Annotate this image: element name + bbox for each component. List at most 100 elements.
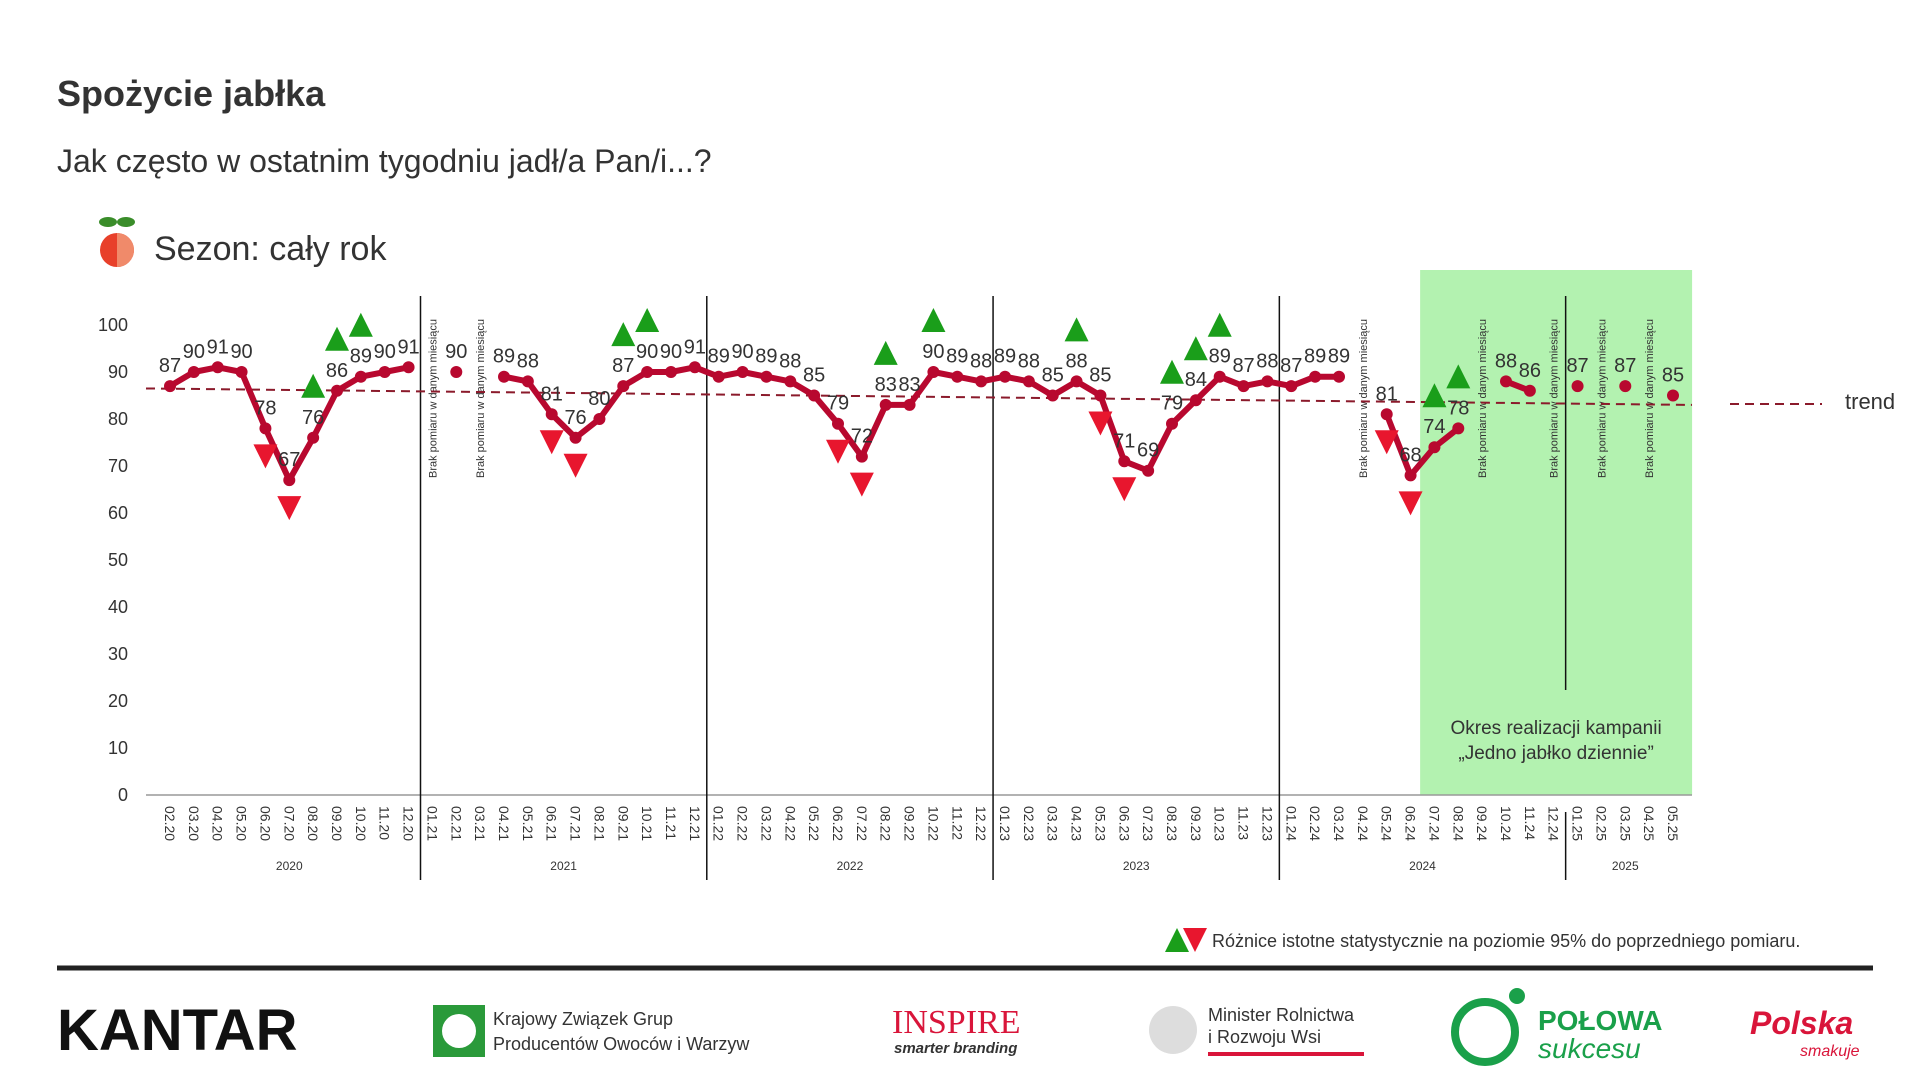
point <box>832 417 844 430</box>
x-tick-label: 06.22 <box>830 806 846 841</box>
point <box>1404 469 1417 482</box>
value-label: 81 <box>541 383 563 405</box>
x-tick-label: 06.24 <box>1403 806 1419 841</box>
point <box>784 375 797 388</box>
subtitle: Jak często w ostatnim tygodniu jadł/a Pa… <box>57 143 712 179</box>
value-label: 90 <box>660 341 682 363</box>
value-label: 78 <box>254 397 276 419</box>
x-tick-label: 11.21 <box>663 806 679 840</box>
value-label: 90 <box>636 341 658 363</box>
point <box>1070 375 1083 388</box>
x-tick-label: 01.24 <box>1283 806 1299 841</box>
point <box>331 384 343 397</box>
logo-inspire: INSPIRE smarter branding <box>892 1004 1020 1057</box>
value-label: 89 <box>1304 346 1326 368</box>
logo-kzgpow: Krajowy Związek Grup Producentów Owoców … <box>433 1005 750 1057</box>
y-tick-label: 60 <box>108 503 128 523</box>
value-label: 89 <box>350 346 372 368</box>
point <box>1046 389 1059 402</box>
missing-note: Brak pomiaru w danym miesiącu <box>1596 319 1608 478</box>
point <box>1571 380 1584 393</box>
point <box>283 474 296 487</box>
logo-minister: Minister Rolnictwa i Rozwoju Wsi <box>1149 1005 1364 1056</box>
sig-up <box>1183 336 1208 361</box>
logo-text: Producentów Owoców i Warzyw <box>493 1034 750 1054</box>
sig-down <box>253 444 278 469</box>
logo-text: INSPIRE <box>892 1004 1020 1041</box>
sig-down <box>1183 928 1207 952</box>
significance-note: Różnice istotne statystycznie na poziomi… <box>1212 931 1800 951</box>
point <box>521 375 534 388</box>
point <box>307 431 320 444</box>
sig-up <box>635 308 660 332</box>
x-tick-label: 11.22 <box>949 806 965 840</box>
sig-up <box>325 326 349 351</box>
year-label: 2023 <box>1123 859 1150 873</box>
value-label: 88 <box>1018 350 1040 372</box>
logo-polowa: POŁOWA sukcesu <box>1451 988 1662 1066</box>
y-tick-label: 20 <box>108 691 128 711</box>
value-label: 90 <box>731 341 753 363</box>
x-tick-label: 07.24 <box>1426 806 1442 841</box>
point <box>1022 375 1035 388</box>
value-label: 89 <box>994 346 1016 368</box>
x-tick-label: 05.20 <box>234 806 250 841</box>
x-tick-label: 04.20 <box>210 806 226 841</box>
sig-up <box>1207 312 1232 337</box>
x-tick-label: 12.21 <box>687 806 703 841</box>
x-tick-label: 02.24 <box>1307 806 1323 841</box>
year-label: 2021 <box>550 859 577 873</box>
value-label: 91 <box>397 336 419 358</box>
x-tick-label: 04.21 <box>496 806 512 841</box>
value-label: 88 <box>970 350 992 372</box>
sig-down <box>1112 477 1137 502</box>
x-tick-label: 05.25 <box>1665 806 1681 841</box>
value-label: 86 <box>326 360 348 382</box>
x-tick-label: 05.22 <box>806 806 822 841</box>
value-label: 89 <box>1209 346 1231 368</box>
sig-down <box>1374 430 1399 455</box>
sig-up <box>1165 928 1189 952</box>
value-label: 85 <box>1089 365 1111 387</box>
value-label: 88 <box>1256 350 1278 372</box>
logo-text: sukcesu <box>1538 1033 1641 1064</box>
x-tick-label: 10.20 <box>353 806 369 841</box>
sig-up <box>611 322 636 347</box>
sig-down <box>1398 491 1423 516</box>
x-tick-label: 04.25 <box>1641 806 1657 841</box>
point <box>164 380 176 393</box>
y-tick-label: 40 <box>108 597 128 617</box>
sig-up <box>348 312 373 337</box>
x-tick-label: 11.20 <box>377 806 393 840</box>
legend-trend-label: trend <box>1845 389 1895 414</box>
value-label: 85 <box>803 365 825 387</box>
title: Spożycie jabłka <box>57 73 326 114</box>
value-label: 87 <box>1566 355 1588 377</box>
missing-note: Brak pomiaru w danym miesiącu <box>1477 319 1489 478</box>
value-label: 87 <box>612 355 634 377</box>
sig-down <box>277 496 302 521</box>
value-label: 88 <box>517 350 539 372</box>
x-tick-label: 08.22 <box>878 806 894 841</box>
point <box>641 366 654 378</box>
x-tick-label: 11.23 <box>1236 806 1252 840</box>
point <box>999 370 1011 383</box>
x-tick-label: 11.24 <box>1522 806 1538 840</box>
x-tick-label: 03.24 <box>1331 806 1347 841</box>
x-tick-label: 06.20 <box>257 806 273 841</box>
y-tick-label: 0 <box>118 785 128 805</box>
point <box>378 366 391 378</box>
value-label: 89 <box>946 346 968 368</box>
point <box>450 366 463 378</box>
point <box>211 361 224 374</box>
x-tick-label: 08.23 <box>1164 806 1180 841</box>
value-label: 91 <box>207 336 229 358</box>
y-tick-label: 10 <box>108 738 128 758</box>
point <box>1452 422 1465 435</box>
x-tick-label: 02.25 <box>1593 806 1609 841</box>
value-label: 74 <box>1423 416 1445 438</box>
point <box>259 422 272 435</box>
value-label: 88 <box>1065 350 1087 372</box>
value-label: 80 <box>588 388 610 410</box>
x-tick-label: 07.22 <box>854 806 870 841</box>
